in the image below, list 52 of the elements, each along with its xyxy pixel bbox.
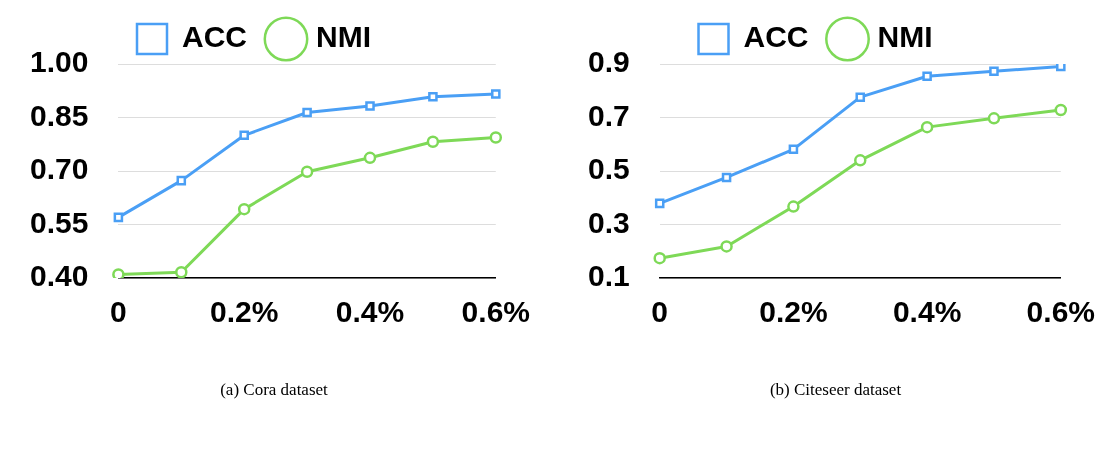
point xyxy=(787,200,800,213)
legend-label: ACC xyxy=(743,20,809,54)
point xyxy=(426,135,440,148)
y-tick-label: 0.40 xyxy=(30,259,89,293)
point xyxy=(987,112,1001,125)
point xyxy=(237,202,251,216)
point xyxy=(491,89,501,99)
y-tick-label: 0.3 xyxy=(587,205,630,239)
point xyxy=(428,92,438,102)
point xyxy=(365,101,375,111)
point xyxy=(302,107,312,118)
y-tick-label: 0.55 xyxy=(30,205,89,239)
x-tick-label: 0.4% xyxy=(335,295,405,329)
x-tick-label: 0.2% xyxy=(210,295,279,329)
point xyxy=(855,92,866,102)
point xyxy=(922,71,932,82)
point xyxy=(854,154,867,167)
point xyxy=(239,130,249,141)
y-tick-label: 1.00 xyxy=(30,45,89,79)
y-tick-label: 0.9 xyxy=(587,45,630,79)
y-tick-label: 0.85 xyxy=(30,98,89,132)
point xyxy=(300,165,314,178)
point xyxy=(176,175,187,186)
point xyxy=(720,240,733,253)
x-tick-label: 0 xyxy=(110,295,127,329)
point xyxy=(489,131,503,144)
y-tick-label: 0.70 xyxy=(30,152,89,186)
y-tick-label: 0.7 xyxy=(587,98,630,132)
point xyxy=(1054,103,1068,117)
text: (a) Cora dataset xyxy=(219,380,329,400)
point xyxy=(363,151,377,165)
point xyxy=(113,212,124,223)
point xyxy=(721,172,732,183)
point xyxy=(989,66,999,77)
point xyxy=(920,120,934,134)
x-tick-label: 0.2% xyxy=(759,295,828,329)
legend-label: ACC xyxy=(182,20,248,54)
legend-label: NMI xyxy=(316,20,371,54)
point xyxy=(175,266,188,278)
point xyxy=(653,251,666,265)
point xyxy=(1056,64,1066,72)
point xyxy=(112,268,125,278)
x-tick-label: 0.6% xyxy=(461,295,531,329)
x-tick-label: 0.6% xyxy=(1026,295,1096,329)
x-tick-label: 0 xyxy=(651,295,669,329)
point xyxy=(788,144,799,155)
point xyxy=(654,198,665,209)
legend-label: NMI xyxy=(877,20,933,54)
x-tick-label: 0.4% xyxy=(892,295,962,329)
text: (b) Citeseer dataset xyxy=(768,380,903,400)
y-tick-label: 0.1 xyxy=(587,259,630,293)
y-tick-label: 0.5 xyxy=(587,152,630,186)
